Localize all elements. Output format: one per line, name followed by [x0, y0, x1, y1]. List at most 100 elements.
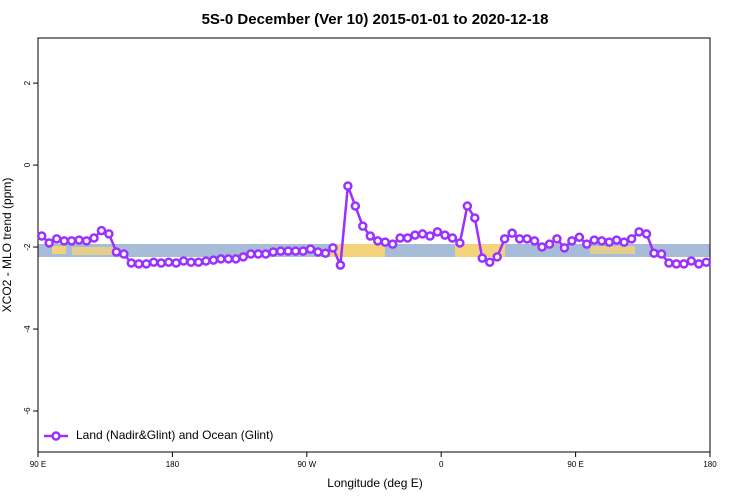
data-point — [358, 221, 368, 231]
data-point — [231, 254, 241, 264]
data-point — [626, 234, 637, 244]
data-point — [641, 229, 652, 239]
y-tick-label: -4 — [23, 325, 32, 333]
data-point — [320, 248, 331, 258]
data-point — [477, 253, 488, 263]
data-point — [156, 258, 166, 268]
data-point — [223, 254, 234, 264]
data-point — [178, 256, 189, 266]
data-point — [387, 239, 398, 249]
data-point — [649, 248, 659, 258]
data-point — [484, 257, 495, 267]
y-tick-label: 2 — [23, 80, 32, 85]
data-point — [201, 256, 211, 266]
data-point — [148, 257, 159, 267]
data-point — [537, 242, 547, 252]
data-point — [410, 230, 420, 240]
data-point — [246, 249, 256, 259]
data-point — [134, 259, 144, 269]
data-point — [447, 233, 458, 243]
data-point — [81, 236, 92, 246]
data-point — [328, 243, 338, 253]
x-tick-label: 180 — [166, 460, 180, 469]
data-point — [171, 258, 181, 268]
data-point — [492, 252, 502, 262]
data-point — [634, 227, 644, 237]
chart-title: 5S-0 December (Ver 10) 2015-01-01 to 202… — [202, 11, 549, 28]
data-point — [694, 259, 704, 269]
data-point — [36, 231, 47, 241]
data-point — [664, 258, 674, 268]
data-point — [671, 259, 682, 269]
data-point — [656, 249, 667, 259]
data-point — [186, 257, 196, 267]
data-point — [522, 234, 532, 244]
y-axis-label: XCO2 - MLO trend (ppm) — [0, 178, 14, 313]
data-point — [686, 256, 697, 266]
data-point — [216, 254, 226, 264]
data-point — [141, 259, 152, 269]
data-point — [619, 237, 629, 247]
x-tick-label: 90 W — [297, 460, 316, 469]
data-point — [268, 247, 278, 257]
data-point — [305, 244, 316, 254]
x-tick-label: 0 — [439, 460, 444, 469]
data-point — [514, 234, 525, 244]
data-point — [111, 247, 122, 257]
legend-marker — [51, 431, 61, 441]
plot-frame — [37, 37, 711, 453]
y-tick-label: -2 — [23, 243, 32, 251]
data-point — [552, 234, 562, 244]
data-point — [567, 236, 577, 246]
data-point — [290, 246, 301, 256]
data-point — [582, 239, 592, 249]
data-point — [74, 235, 84, 245]
data-point — [574, 232, 585, 242]
data-point — [253, 249, 264, 259]
data-point — [208, 255, 219, 265]
data-point — [701, 257, 712, 267]
data-point — [440, 230, 450, 240]
data-point — [425, 231, 435, 241]
data-point — [455, 238, 465, 248]
x-tick-label: 180 — [703, 460, 717, 469]
data-point — [432, 227, 443, 237]
y-tick-label: -6 — [23, 407, 32, 415]
data-point — [96, 225, 107, 236]
data-point — [507, 228, 517, 238]
data-point — [298, 246, 308, 256]
data-point — [462, 201, 473, 211]
data-point — [499, 234, 510, 244]
data-point — [126, 258, 137, 268]
data-point — [395, 233, 405, 243]
data-point — [529, 236, 540, 246]
data-point — [417, 229, 428, 239]
data-point — [596, 236, 607, 246]
x-tick-label: 90 E — [30, 460, 46, 469]
data-point — [313, 247, 323, 257]
data-point — [44, 238, 54, 248]
data-point — [163, 257, 174, 267]
data-point — [589, 235, 600, 245]
data-point — [59, 236, 69, 246]
data-point — [260, 249, 271, 259]
data-point — [343, 181, 353, 191]
data-point — [470, 213, 480, 223]
data-point — [372, 236, 383, 246]
data-point — [193, 257, 204, 267]
y-tick-label: 0 — [23, 162, 32, 167]
x-axis-label: Longitude (deg E) — [327, 476, 422, 490]
data-point — [89, 233, 99, 243]
data-point — [611, 235, 622, 245]
x-tick-label: 90 E — [567, 460, 583, 469]
data-point — [119, 249, 129, 259]
data-point — [238, 252, 249, 262]
data-point — [335, 260, 346, 270]
data-point — [679, 259, 689, 269]
data-point — [275, 246, 286, 256]
data-point — [283, 246, 293, 256]
data-point — [66, 236, 77, 246]
data-point — [402, 233, 413, 243]
data-point — [350, 201, 361, 211]
